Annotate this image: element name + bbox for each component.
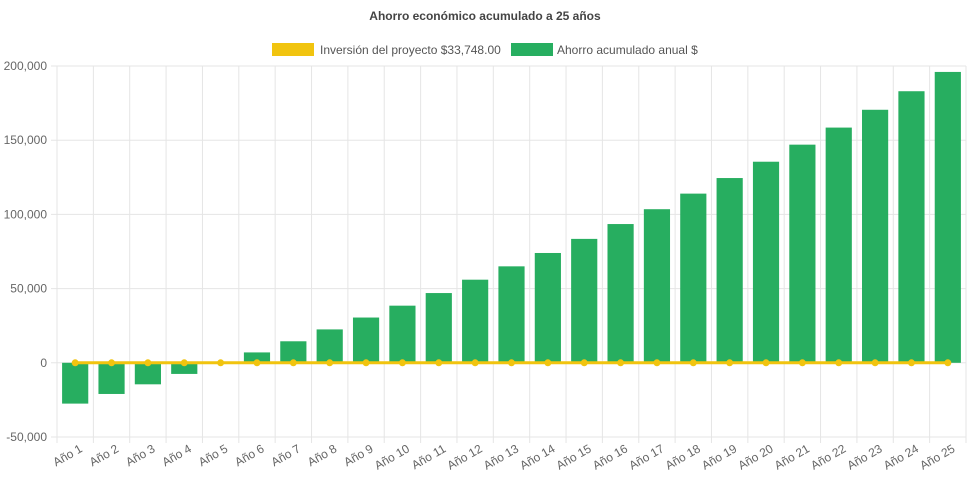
investment-point [617, 359, 625, 367]
bar [934, 71, 961, 363]
investment-point [289, 359, 297, 367]
bar [825, 127, 852, 363]
x-tick-label: Año 2 [87, 441, 121, 469]
bar [134, 362, 161, 385]
x-tick-label: Año 6 [232, 441, 266, 469]
bar [171, 362, 198, 374]
investment-point [871, 359, 879, 367]
bar [862, 109, 889, 363]
y-axis: -50,000 0 50,000 100,000 150,000 200,000 [4, 59, 48, 444]
legend: Inversión del proyecto $33,748.00 Ahorro … [272, 43, 698, 57]
investment-point [508, 359, 515, 367]
investment-point [798, 359, 806, 367]
x-tick-label: Año 7 [269, 441, 303, 469]
investment-point [435, 359, 443, 367]
y-tick-label: 50,000 [10, 282, 47, 296]
bar [789, 144, 816, 363]
legend-swatch [272, 43, 314, 56]
investment-point [217, 359, 225, 367]
bar [898, 91, 925, 363]
x-axis: Año 1 Año 2 Año 3 Año 4 Año 5 Año 6 Año 7 Año 8… [51, 441, 958, 472]
investment-point [580, 359, 588, 367]
bar [462, 279, 489, 363]
bar [680, 193, 707, 363]
x-tick-label: Año 23 [845, 441, 885, 472]
bar [571, 238, 598, 363]
y-tick-label: -50,000 [6, 430, 47, 444]
investment-point [362, 359, 370, 367]
grid [51, 65, 967, 443]
x-tick-label: Año 19 [699, 441, 739, 472]
x-tick-label: Año 15 [554, 441, 594, 472]
x-tick-label: Año 14 [517, 441, 557, 472]
investment-point [398, 359, 406, 367]
x-tick-label: Año 9 [341, 441, 375, 469]
investment-point [471, 359, 479, 367]
bar [62, 362, 89, 404]
investment-point [544, 359, 552, 367]
x-tick-label: Año 5 [196, 441, 230, 469]
bar [425, 293, 452, 363]
bar [389, 305, 416, 363]
x-tick-label: Año 13 [481, 441, 521, 472]
line-series [71, 359, 952, 367]
bar [243, 352, 271, 363]
x-tick-label: Año 3 [123, 441, 157, 469]
bar [280, 341, 307, 363]
x-tick-label: Año 12 [445, 441, 485, 472]
investment-point [762, 359, 770, 367]
x-tick-label: Año 22 [808, 441, 848, 472]
y-tick-label: 200,000 [4, 59, 48, 73]
y-tick-label: 100,000 [4, 207, 48, 221]
x-tick-label: Año 18 [663, 441, 703, 472]
investment-point [907, 359, 915, 367]
x-tick-label: Año 4 [160, 441, 194, 469]
legend-label: Inversión del proyecto $33,748.00 [320, 43, 501, 57]
bar [716, 178, 743, 363]
bar [607, 224, 634, 363]
investment-point [689, 359, 697, 367]
bar [498, 266, 525, 363]
x-tick-label: Año 17 [626, 441, 666, 472]
investment-point [653, 359, 661, 367]
investment-point [108, 359, 116, 367]
investment-point [144, 359, 152, 367]
legend-label: Ahorro acumulado anual $ [557, 43, 698, 57]
investment-point [944, 359, 952, 367]
x-tick-label: Año 20 [736, 441, 776, 472]
bar [98, 362, 125, 394]
investment-point [326, 359, 334, 367]
x-tick-label: Año 16 [590, 441, 630, 472]
investment-point [71, 359, 79, 367]
x-tick-label: Año 8 [305, 441, 339, 469]
investment-point [253, 359, 261, 367]
investment-point [835, 359, 843, 367]
investment-point [180, 359, 188, 367]
chart-title: Ahorro económico acumulado a 25 años [369, 9, 601, 23]
x-tick-label: Año 25 [917, 441, 957, 472]
x-tick-label: Año 11 [409, 441, 448, 472]
y-tick-label: 150,000 [4, 133, 48, 147]
legend-swatch [511, 43, 553, 56]
x-tick-label: Año 24 [881, 441, 921, 472]
bar [534, 252, 561, 363]
investment-point [726, 359, 734, 367]
bar [352, 317, 380, 363]
bar [643, 209, 671, 363]
y-tick-label: 0 [40, 356, 47, 370]
bar [752, 161, 780, 363]
x-tick-label: Año 1 [51, 441, 85, 469]
bars [62, 71, 961, 404]
x-tick-label: Año 21 [772, 441, 812, 472]
bar [316, 329, 343, 363]
x-tick-label: Año 10 [372, 441, 412, 472]
